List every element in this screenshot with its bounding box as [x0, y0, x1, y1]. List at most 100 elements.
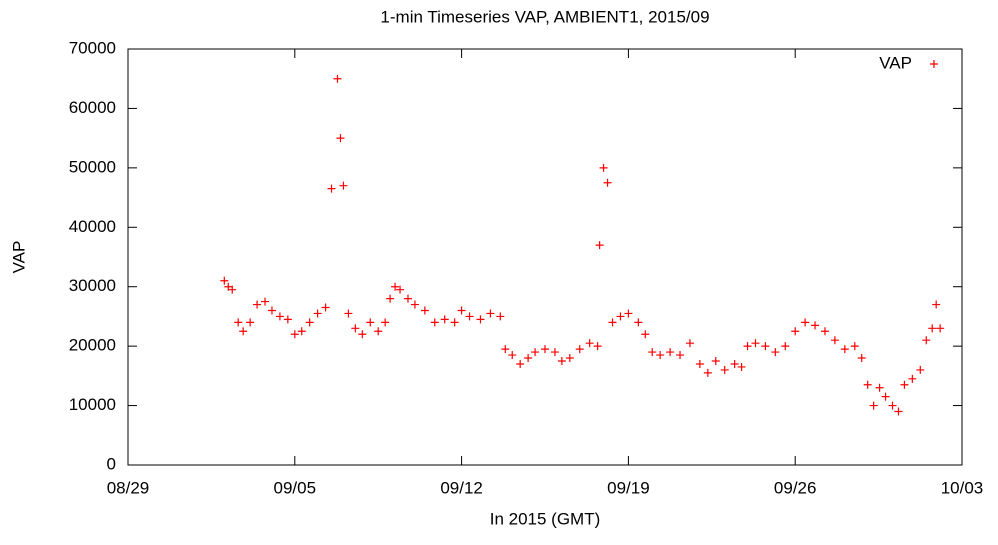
point — [381, 318, 390, 327]
point — [396, 285, 405, 294]
point — [922, 336, 931, 345]
point — [465, 312, 474, 321]
x-tick-label: 08/29 — [107, 478, 150, 497]
point — [900, 380, 909, 389]
x-tick-label: 09/19 — [607, 478, 650, 497]
y-tick-label: 20000 — [69, 336, 116, 355]
point — [339, 181, 348, 190]
legend-marker — [930, 60, 938, 68]
point — [771, 348, 780, 357]
point — [386, 294, 395, 303]
point — [666, 348, 675, 357]
point — [486, 309, 495, 318]
point — [743, 342, 752, 351]
point — [676, 351, 685, 360]
point — [450, 318, 459, 327]
point — [246, 318, 255, 327]
point — [440, 315, 449, 324]
point — [820, 327, 829, 336]
point — [781, 342, 790, 351]
point — [894, 407, 903, 416]
point — [366, 318, 375, 327]
point — [720, 365, 729, 374]
y-tick-label: 70000 — [69, 38, 116, 57]
y-tick-label: 50000 — [69, 157, 116, 176]
point — [685, 339, 694, 348]
point — [403, 294, 412, 303]
point — [695, 359, 704, 368]
y-tick-label: 60000 — [69, 98, 116, 117]
point — [297, 327, 306, 336]
point — [457, 306, 466, 315]
point — [313, 309, 322, 318]
point — [928, 324, 937, 333]
point — [391, 282, 400, 291]
point — [656, 351, 665, 360]
y-tick-label: 0 — [107, 454, 116, 473]
point — [333, 74, 342, 83]
point — [541, 345, 549, 354]
point — [616, 312, 625, 321]
point — [737, 362, 746, 371]
point — [220, 276, 229, 285]
x-tick-label: 09/12 — [440, 478, 483, 497]
point — [875, 383, 884, 392]
point — [261, 297, 270, 306]
point — [531, 348, 540, 357]
point — [936, 324, 945, 333]
point — [524, 354, 533, 363]
y-tick-label: 30000 — [69, 276, 116, 295]
point — [599, 163, 608, 172]
point — [550, 348, 559, 357]
point — [840, 345, 849, 354]
point — [730, 359, 739, 368]
point — [603, 178, 612, 187]
point — [234, 318, 243, 327]
point — [327, 184, 336, 193]
point — [791, 327, 800, 336]
point — [374, 327, 383, 336]
point — [850, 342, 859, 351]
point — [811, 321, 820, 330]
y-tick-label: 40000 — [69, 217, 116, 236]
point — [275, 312, 284, 321]
point — [908, 374, 917, 383]
point — [888, 401, 897, 410]
x-tick-label: 10/03 — [941, 478, 984, 497]
point — [916, 365, 925, 374]
point — [801, 318, 810, 327]
point — [648, 348, 657, 357]
point — [863, 380, 872, 389]
point — [239, 327, 248, 336]
point — [634, 318, 643, 327]
point — [932, 300, 941, 309]
point — [336, 134, 345, 143]
point — [595, 241, 604, 250]
point — [508, 351, 517, 360]
chart-title: 1-min Timeseries VAP, AMBIENT1, 2015/09 — [380, 7, 709, 26]
point — [857, 354, 866, 363]
point — [608, 318, 617, 327]
point — [711, 357, 720, 365]
y-tick-label: 10000 — [69, 395, 116, 414]
x-axis-label: In 2015 (GMT) — [490, 509, 601, 528]
point — [575, 345, 584, 354]
point — [358, 330, 367, 339]
point — [410, 300, 419, 309]
x-tick-label: 09/05 — [274, 478, 317, 497]
point — [585, 339, 594, 348]
point — [351, 324, 360, 333]
legend-label: VAP — [879, 53, 912, 72]
y-axis-label: VAP — [9, 241, 28, 274]
x-tick-label: 09/26 — [774, 478, 817, 497]
point — [751, 339, 760, 348]
point — [869, 401, 878, 410]
point — [881, 392, 890, 401]
point — [501, 345, 510, 354]
point — [321, 303, 330, 312]
point — [593, 342, 602, 351]
point — [761, 342, 770, 351]
point — [283, 315, 292, 324]
point — [830, 336, 839, 345]
